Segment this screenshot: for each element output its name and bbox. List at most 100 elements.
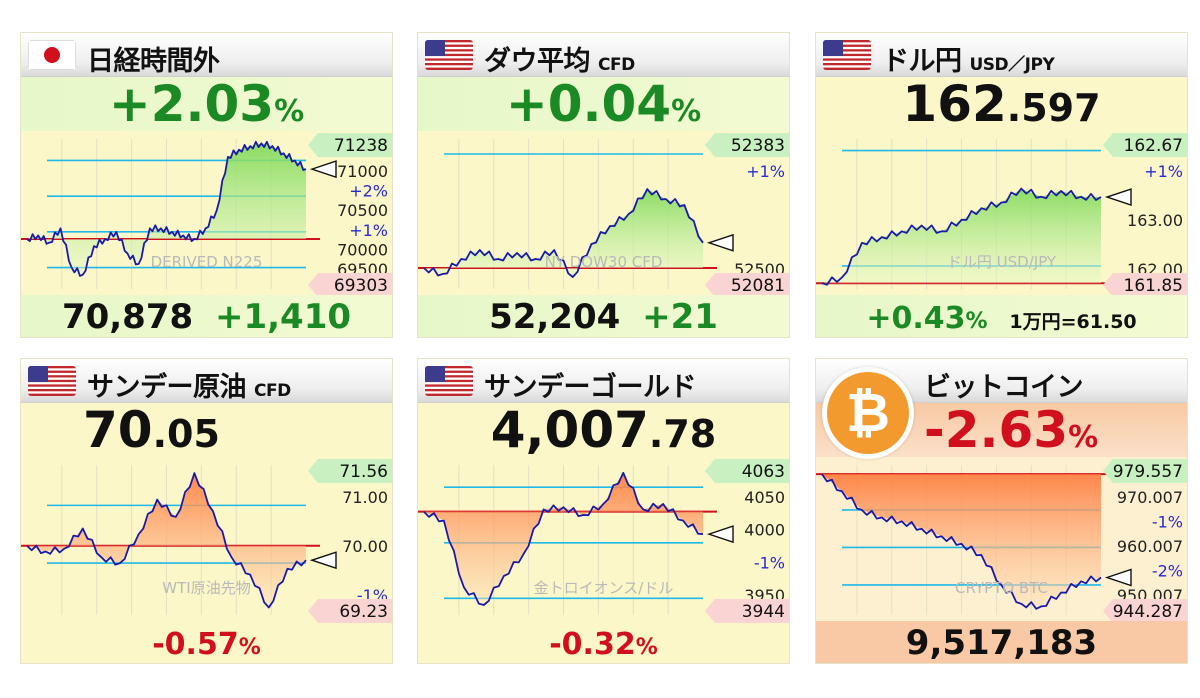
current-price-marker — [309, 160, 337, 179]
tick-label: 71.00 — [342, 488, 388, 507]
pct-tick-label: -2% — [1152, 562, 1183, 581]
chart-svg: DERIVED N22571000+2%70500+1%700006950071… — [21, 133, 392, 297]
hero-value: +0.04 — [505, 75, 672, 133]
us-flag-icon — [28, 366, 76, 396]
bottom-row: -0.32% — [418, 621, 789, 663]
tick-label: 163.00 — [1127, 211, 1183, 230]
chart-watermark: DERIVED N225 — [151, 253, 263, 271]
last-price: 70,878 — [61, 297, 194, 337]
current-price-marker — [1104, 568, 1132, 587]
us-flag-icon — [425, 40, 473, 70]
series-line — [423, 188, 704, 278]
card-usdjpy[interactable]: ドル円 USD／JPY 162.597 ドル円 USD/JPY +1% 163.00 1… — [815, 32, 1188, 338]
svg-text:4063: 4063 — [742, 462, 785, 482]
chart-watermark: ドル円 USD/JPY — [947, 253, 1057, 271]
tick-label: 960.007 — [1117, 537, 1183, 556]
chart-svg: CRYPTO BTC970.007-1%960.007-2%950.007979… — [816, 459, 1187, 623]
card-bitcoin[interactable]: ビットコイン -2.63% CRYPTO BTC 970.007 -1% 960.00… — [815, 358, 1188, 664]
pct-tick-label: +1% — [746, 162, 785, 181]
high-tag: 979.557 — [1103, 459, 1187, 483]
card-title: 日経時間外 — [87, 46, 220, 77]
hero-unit: % — [671, 94, 702, 129]
bottom-row: 9,517,183 — [816, 621, 1187, 663]
hero-decimals: .05 — [152, 412, 220, 456]
price-change: +1,410 — [215, 297, 352, 337]
card-header: ドル円 USD／JPY — [816, 33, 1187, 77]
pct-tick-label: +2% — [349, 182, 388, 201]
pct-change: -0.32% — [549, 627, 658, 662]
series-line — [821, 473, 1102, 610]
low-tag: 944.287 — [1103, 599, 1187, 623]
hero-value: 4,007 — [490, 401, 649, 459]
svg-text:52081: 52081 — [731, 276, 785, 296]
card-oil[interactable]: サンデー原油 CFD 70.05 WTI原油先物 71.00 70.00 -1% 71.5… — [20, 358, 393, 664]
bottom-row: +0.43% 1万円=61.50 — [816, 295, 1187, 337]
hero-unit: % — [1068, 420, 1099, 455]
hero-value: -2.63 — [924, 401, 1069, 459]
intraday-chart: CRYPTO BTC 970.007 -1% 960.007 -2% 950.007 979… — [816, 457, 1187, 623]
hero-change: +0.04% — [418, 77, 789, 131]
bottom-row: 52,204 +21 — [418, 295, 789, 337]
low-tag: 52081 — [705, 273, 789, 297]
tick-label: 4050 — [744, 488, 785, 507]
low-tag: 3944 — [705, 599, 789, 623]
card-nikkei[interactable]: 日経時間外 +2.03% DERIVED N225 71000 +2% 70500 +1… — [20, 32, 393, 338]
pct-tick-label: -1% — [1152, 513, 1183, 532]
tick-label: 70000 — [337, 240, 388, 259]
hero-value: 162 — [902, 75, 1007, 133]
area-fill — [27, 143, 306, 275]
bitcoin-icon: ₿ — [822, 367, 914, 459]
card-title: サンデー原油 CFD — [87, 372, 291, 403]
area-fill — [822, 474, 1101, 607]
card-title: ドル円 USD／JPY — [882, 46, 1055, 77]
high-tag: 71.56 — [308, 459, 392, 483]
low-tag: 69303 — [308, 273, 392, 297]
current-price-marker — [706, 525, 734, 544]
bottom-row: -0.57% — [21, 621, 392, 663]
current-price-marker — [706, 233, 734, 252]
us-flag-icon — [823, 40, 871, 70]
tick-label: 71000 — [337, 162, 388, 181]
pct-tick-label: +1% — [349, 221, 388, 240]
chart-watermark: 金トロイオンス/ドル — [534, 579, 674, 597]
last-price: 9,517,183 — [905, 623, 1098, 663]
chart-watermark: WTI原油先物 — [162, 579, 250, 597]
hero-price: 70.05 — [21, 403, 392, 457]
tick-label: 4000 — [744, 521, 785, 540]
intraday-chart: DERIVED N225 71000 +2% 70500 +1% 70000 69500 71… — [21, 131, 392, 297]
hero-price: 162.597 — [816, 77, 1187, 131]
pct-tick-label: +1% — [1144, 162, 1183, 181]
svg-text:69.23: 69.23 — [339, 602, 388, 622]
series-line — [26, 472, 307, 609]
high-tag: 162.67 — [1103, 133, 1187, 157]
chart-watermark: CRYPTO BTC — [955, 579, 1048, 597]
svg-text:3944: 3944 — [742, 602, 785, 622]
card-gold[interactable]: サンデーゴールド 4,007.78 金トロイオンス/ドル 4050 4000 -1% 3… — [417, 358, 790, 664]
series-line — [423, 471, 704, 606]
card-header: ダウ平均 CFD — [418, 33, 789, 77]
price-change: +21 — [642, 297, 718, 337]
svg-text:71.56: 71.56 — [339, 462, 388, 482]
card-dow[interactable]: ダウ平均 CFD +0.04% NY DOW30 CFD +1% 52500 52383… — [417, 32, 790, 338]
hero-change: +2.03% — [21, 77, 392, 131]
area-fill — [424, 472, 703, 605]
conversion-rate: 1万円=61.50 — [1009, 311, 1137, 333]
svg-text:52383: 52383 — [731, 136, 785, 156]
series-line — [26, 140, 307, 277]
current-price-marker — [309, 551, 337, 570]
high-tag: 71238 — [308, 133, 392, 157]
hero-unit: % — [274, 94, 305, 129]
last-price: 52,204 — [489, 297, 621, 337]
card-title: ビットコイン — [924, 372, 1084, 403]
card-header: サンデー原油 CFD — [21, 359, 392, 403]
high-tag: 52383 — [705, 133, 789, 157]
card-title: サンデーゴールド — [484, 372, 697, 403]
intraday-chart: ドル円 USD/JPY +1% 163.00 162.00 162.67 161.85 — [816, 131, 1187, 297]
card-header: 日経時間外 — [21, 33, 392, 77]
svg-text:162.67: 162.67 — [1124, 136, 1183, 156]
hero-decimals: .597 — [1006, 86, 1101, 130]
current-price-marker — [1104, 188, 1132, 207]
intraday-chart: 金トロイオンス/ドル 4050 4000 -1% 3950 4063 3944 — [418, 457, 789, 623]
